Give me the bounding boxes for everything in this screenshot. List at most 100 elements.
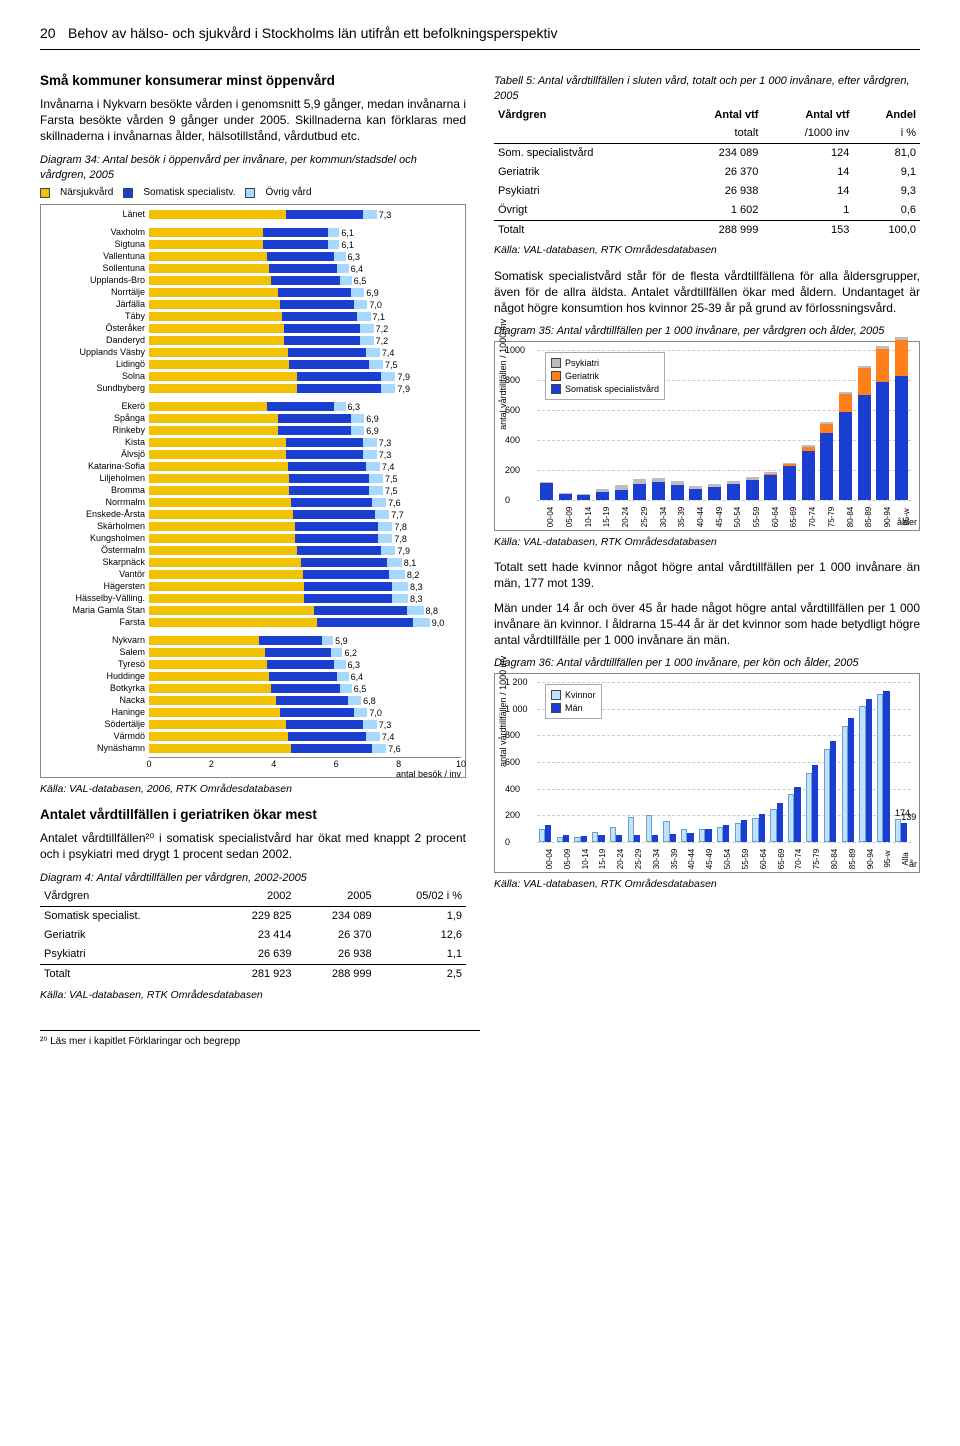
hbar-seg — [381, 546, 396, 555]
hbar-seg — [149, 522, 295, 531]
hbar-row: Värmdö7,4 — [45, 731, 461, 742]
diag36-title: Diagram 36: Antal vårdtillfällen per 1 0… — [494, 656, 920, 671]
hbar-seg — [278, 414, 351, 423]
hbar-seg — [149, 462, 288, 471]
hbar-seg — [149, 498, 291, 507]
hbar-seg — [389, 570, 404, 579]
hbar-track: 7,5 — [149, 474, 461, 483]
hbar-row: Tyresö6,3 — [45, 659, 461, 670]
hbar-seg — [369, 360, 383, 369]
hbar-seg — [378, 522, 393, 531]
hbar-row: Vantör 8,2 — [45, 569, 461, 580]
hbar-seg — [288, 348, 366, 357]
vbar-bar — [820, 422, 833, 424]
hbar-seg — [366, 348, 380, 357]
hbar-label: Nacka — [45, 694, 149, 706]
hbar-track: 7,2 — [149, 336, 461, 345]
hbar-seg — [360, 324, 373, 333]
hbar-seg — [149, 618, 317, 627]
hbar-value: 6,9 — [366, 287, 379, 299]
hbar-seg — [267, 660, 334, 669]
hbar-track: 5,9 — [149, 636, 461, 645]
hbar-label: Farsta — [45, 616, 149, 628]
hbar-seg — [149, 336, 284, 345]
hbar-track: 6,3 — [149, 252, 461, 261]
hbar-value: 6,3 — [348, 659, 361, 671]
vbar-bar — [727, 484, 740, 500]
hbar-value: 7,1 — [373, 311, 386, 323]
hbar-seg — [334, 252, 346, 261]
hbar-track: 6,4 — [149, 264, 461, 273]
hbar-seg — [354, 300, 367, 309]
hbar-label: Kista — [45, 436, 149, 448]
hbar-seg — [149, 648, 265, 657]
diag34-chart: Länet7,3Vaxholm6,1Sigtuna6,1Vallentuna6,… — [40, 204, 466, 778]
hbar-track: 6,9 — [149, 426, 461, 435]
hbar-value: 6,9 — [366, 413, 379, 425]
hbar-seg — [149, 348, 288, 357]
vbar-bar — [876, 382, 889, 501]
hbar-seg — [351, 288, 364, 297]
hbar-label: Österåker — [45, 322, 149, 334]
hbar-seg — [289, 360, 369, 369]
page-header: 20 Behov av hälso- och sjukvård i Stockh… — [40, 24, 920, 50]
hbar-seg — [363, 210, 377, 219]
hbar-track: 7,9 — [149, 372, 461, 381]
hbar-row: Skarpnäck8,1 — [45, 557, 461, 568]
hbar-label: Rinkeby — [45, 424, 149, 436]
hbar-row: Skärholmen7,8 — [45, 521, 461, 532]
vbar-bar — [577, 495, 590, 500]
hbar-seg — [149, 228, 263, 237]
hbar-value: 7,9 — [397, 383, 410, 395]
vbar-bar — [802, 445, 815, 447]
hbar-label: Täby — [45, 310, 149, 322]
hbar-seg — [392, 582, 408, 591]
hbar-value: 7,4 — [382, 461, 395, 473]
hbar-label: Sollentuna — [45, 262, 149, 274]
hbar-seg — [363, 438, 377, 447]
hbar-label: Solna — [45, 370, 149, 382]
hbar-seg — [149, 324, 284, 333]
vbar-bar — [839, 412, 852, 501]
hbar-track: 6,9 — [149, 288, 461, 297]
hbar-track: 6,8 — [149, 696, 461, 705]
hbar-seg — [149, 384, 297, 393]
hbar-label: Skarpnäck — [45, 556, 149, 568]
hbar-label: Maria Gamla Stan — [45, 604, 149, 616]
hbar-row: Rinkeby6,9 — [45, 425, 461, 436]
hbar-seg — [149, 732, 288, 741]
hbar-seg — [149, 720, 286, 729]
hbar-value: 7,5 — [385, 359, 398, 371]
hbar-label: Botkyrka — [45, 682, 149, 694]
hbar-label: Huddinge — [45, 670, 149, 682]
hbar-seg — [149, 672, 269, 681]
hbar-seg — [304, 582, 392, 591]
hbar-value: 8,2 — [407, 569, 420, 581]
hbar-label: Katarina-Sofia — [45, 460, 149, 472]
hbar-seg — [297, 372, 381, 381]
right-p3: Män under 14 år och över 45 år hade någo… — [494, 600, 920, 649]
hbar-track: 8,3 — [149, 594, 461, 603]
hbar-value: 7,9 — [397, 545, 410, 557]
hbar-seg — [149, 582, 304, 591]
hbar-label: Vantör — [45, 568, 149, 580]
vbar-bar — [802, 447, 815, 451]
hbar-label: Värmdö — [45, 730, 149, 742]
hbar-seg — [314, 606, 407, 615]
hbar-row: Järfälla7,0 — [45, 299, 461, 310]
right-p1: Somatisk specialistvård står för de fles… — [494, 268, 920, 317]
hbar-seg — [392, 594, 408, 603]
hbar-row: Älvsjö7,3 — [45, 449, 461, 460]
hbar-row: Haninge7,0 — [45, 707, 461, 718]
vbar-bar — [615, 490, 628, 501]
hbar-seg — [280, 300, 354, 309]
vbar-bar — [839, 394, 852, 412]
hbar-seg — [334, 660, 346, 669]
vbar-bar — [671, 485, 684, 500]
hbar-seg — [375, 510, 389, 519]
vbar-bar — [671, 481, 684, 485]
hbar-axis-label: antal besök / inv — [396, 768, 461, 780]
hbar-value: 7,3 — [379, 719, 392, 731]
vbar-bar — [615, 485, 628, 490]
hbar-label: Södertälje — [45, 718, 149, 730]
